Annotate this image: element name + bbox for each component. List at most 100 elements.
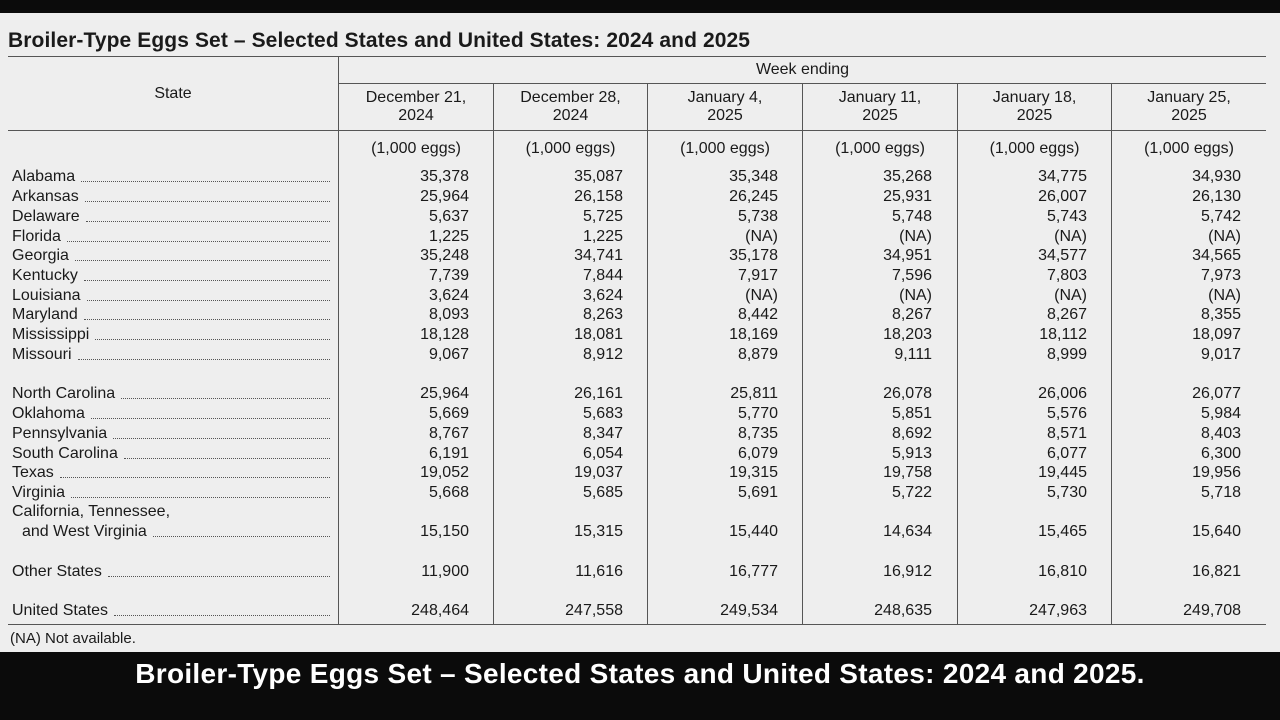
state-cell: Virginia [12, 483, 330, 503]
value-cell: 9,111 [894, 346, 932, 363]
state-cell: and West Virginia [22, 522, 330, 542]
value-cell: 26,007 [1038, 188, 1087, 205]
value-cell: 5,743 [1046, 208, 1087, 225]
row-label-continuation: California, Tennessee, [12, 503, 171, 520]
value-cell: 5,725 [582, 208, 623, 225]
state-cell: Kentucky [12, 266, 330, 286]
value-cell: 5,748 [891, 208, 932, 225]
value-cell: 7,739 [428, 267, 469, 284]
value-cell: 248,464 [411, 602, 469, 619]
table-page: Broiler-Type Eggs Set – Selected States … [0, 13, 1280, 652]
value-cell: 248,635 [874, 602, 932, 619]
state-cell: Florida [12, 227, 330, 247]
table-row: and West Virginia 15,150 15,315 15,440 14,63… [0, 522, 1280, 542]
column-header-6: January 25, 2025 [1147, 89, 1231, 124]
value-cell: 25,964 [420, 385, 469, 402]
value-cell: 8,267 [1046, 306, 1087, 323]
value-cell: 18,203 [883, 326, 932, 343]
value-cell: (NA) [1054, 228, 1087, 245]
value-cell: 247,558 [565, 602, 623, 619]
state-name: Missouri [12, 346, 72, 363]
state-name: United States [12, 602, 109, 619]
col-divider-5 [1111, 83, 1112, 624]
value-cell: 5,637 [428, 208, 469, 225]
value-cell: 35,248 [420, 247, 469, 264]
value-cell: 5,770 [737, 405, 778, 422]
state-name: Arkansas [12, 188, 79, 205]
value-cell: 35,178 [729, 247, 778, 264]
rule-top [8, 56, 1266, 57]
state-name: Maryland [12, 306, 78, 323]
state-column-header: State [154, 85, 192, 102]
value-cell: 15,465 [1038, 523, 1087, 540]
value-cell: 15,150 [420, 523, 469, 540]
value-cell: 26,006 [1038, 385, 1087, 402]
leader-dots [83, 280, 330, 281]
state-cell: South Carolina [12, 444, 330, 464]
table-row: Mississippi 18,128 18,081 18,169 18,203 18,11… [0, 325, 1280, 345]
value-cell: (NA) [745, 287, 778, 304]
value-cell: 25,811 [730, 385, 778, 402]
state-cell: United States [12, 601, 330, 621]
value-cell: 25,931 [883, 188, 932, 205]
value-cell: (NA) [1208, 287, 1241, 304]
state-cell: Alabama [12, 167, 330, 187]
table-row: Pennsylvania 8,767 8,347 8,735 8,692 8,571 8,4… [0, 424, 1280, 444]
table-row: Arkansas 25,964 26,158 26,245 25,931 26,007 26… [0, 187, 1280, 207]
value-cell: 249,534 [720, 602, 778, 619]
value-cell: 8,692 [891, 425, 932, 442]
value-cell: 34,775 [1038, 168, 1087, 185]
table-title: Broiler-Type Eggs Set – Selected States … [8, 29, 751, 52]
value-cell: 11,900 [421, 563, 469, 580]
value-cell: 35,348 [729, 168, 778, 185]
leader-dots [152, 536, 330, 537]
value-cell: 5,718 [1200, 484, 1241, 501]
leader-dots [123, 458, 330, 459]
value-cell: 16,777 [729, 563, 778, 580]
column-header-3: January 4, 2025 [687, 89, 763, 124]
value-cell: 8,267 [891, 306, 932, 323]
value-cell: 7,844 [582, 267, 623, 284]
value-cell: 7,596 [891, 267, 932, 284]
value-cell: 7,917 [737, 267, 778, 284]
state-name: Louisiana [12, 287, 81, 304]
unit-label-2: (1,000 eggs) [525, 140, 616, 157]
column-header-2: December 28, 2024 [520, 89, 621, 124]
table-row: United States 248,464 247,558 249,534 248,63… [0, 601, 1280, 621]
table-row: Other States 11,900 11,616 16,777 16,912 16,8… [0, 562, 1280, 582]
value-cell: 19,758 [883, 464, 932, 481]
leader-dots [71, 497, 330, 498]
value-cell: 15,440 [729, 523, 778, 540]
leader-dots [121, 398, 330, 399]
table-row: Kentucky 7,739 7,844 7,917 7,596 7,803 7,973 [0, 266, 1280, 286]
value-cell: 5,913 [891, 445, 932, 462]
leader-dots [66, 241, 330, 242]
value-cell: 8,879 [737, 346, 778, 363]
value-cell: 26,130 [1192, 188, 1241, 205]
state-cell: Texas [12, 463, 330, 483]
leader-dots [114, 615, 330, 616]
state-cell: Missouri [12, 345, 330, 365]
value-cell: 1,225 [428, 228, 469, 245]
value-cell: 18,169 [729, 326, 778, 343]
value-cell: 9,067 [428, 346, 469, 363]
state-cell: Louisiana [12, 286, 330, 306]
value-cell: 15,640 [1192, 523, 1241, 540]
value-cell: 14,634 [883, 523, 932, 540]
column-header-4: January 11, 2025 [838, 89, 922, 124]
rule-header-bottom [8, 130, 1266, 131]
state-cell: Other States [12, 562, 330, 582]
col-divider-4 [957, 83, 958, 624]
value-cell: 1,225 [582, 228, 623, 245]
leader-dots [113, 438, 330, 439]
state-name: Pennsylvania [12, 425, 108, 442]
col-divider-2 [647, 83, 648, 624]
value-cell: 15,315 [574, 523, 623, 540]
value-cell: 8,263 [582, 306, 623, 323]
value-cell: 34,741 [574, 247, 623, 264]
leader-dots [84, 201, 330, 202]
value-cell: 16,821 [1192, 563, 1241, 580]
value-cell: 5,683 [582, 405, 623, 422]
value-cell: 6,191 [428, 445, 469, 462]
value-cell: 8,355 [1200, 306, 1241, 323]
